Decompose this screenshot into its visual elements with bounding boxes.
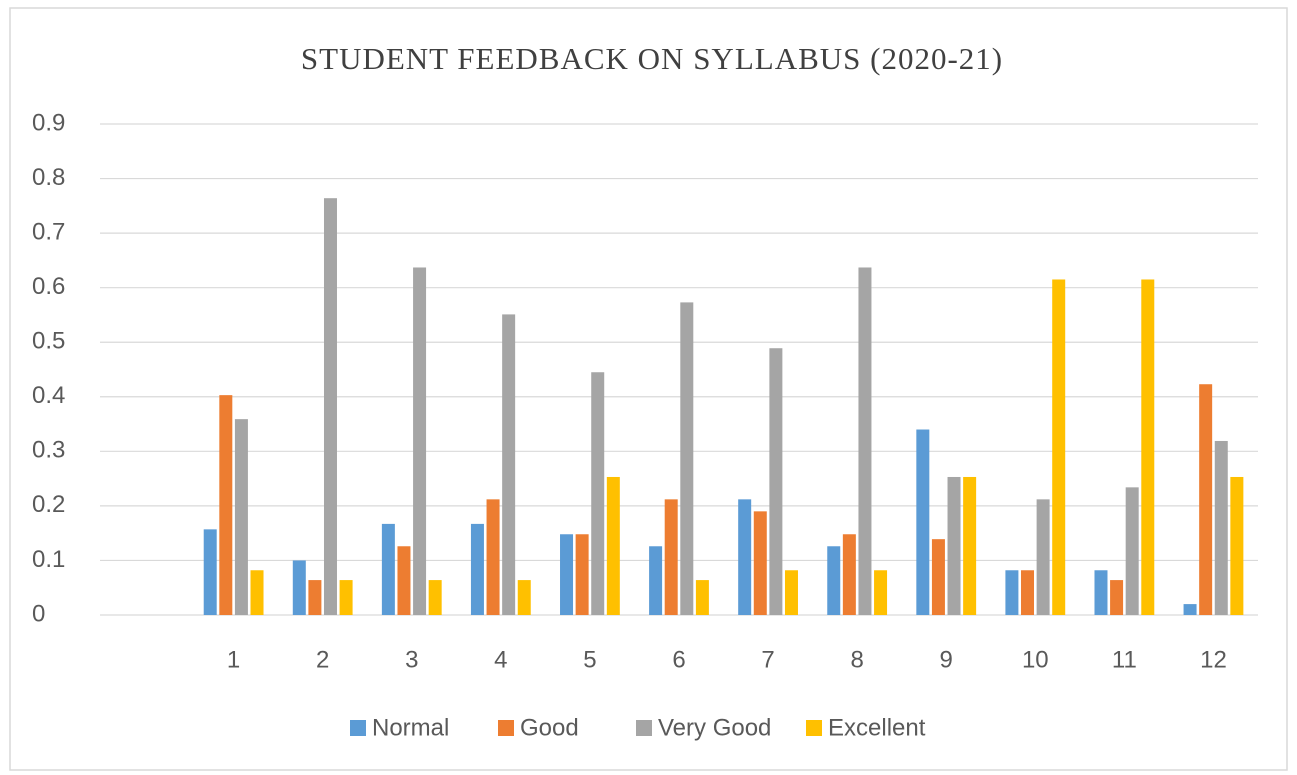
bar [517,580,531,615]
y-tick-label: 0.7 [32,218,65,245]
x-tick-label: 3 [405,646,418,673]
chart-title: STUDENT FEEDBACK ON SYLLABUS (2020-21) [301,41,1003,76]
bar [606,476,620,615]
y-tick-label: 0.2 [32,491,65,518]
bar [486,499,500,615]
bar [203,529,217,615]
bar [963,476,977,615]
bar [575,534,589,615]
bar [1005,570,1019,615]
bar [381,523,395,615]
bar [680,302,694,615]
bar [397,546,411,615]
legend-swatch [636,720,652,736]
x-tick-label: 12 [1200,646,1227,673]
y-tick-label: 0.1 [32,546,65,573]
legend-label: Very Good [658,714,771,741]
x-tick-label: 6 [672,646,685,673]
bar [1141,279,1155,615]
bar [1052,279,1066,615]
x-tick-label: 7 [761,646,774,673]
bar [874,570,888,615]
bar [250,570,264,615]
bar [1036,499,1050,615]
bar [649,546,663,615]
bar [1199,384,1213,615]
bar [1110,580,1124,615]
x-tick-label: 1 [227,646,240,673]
bar [664,499,678,615]
bar [470,523,484,615]
legend-swatch [350,720,366,736]
y-tick-label: 0.5 [32,328,65,355]
x-tick-label: 9 [940,646,953,673]
y-tick-label: 0.6 [32,273,65,300]
legend-swatch [498,720,514,736]
bar [219,395,233,615]
bar [234,419,248,615]
bar [560,534,574,615]
y-tick-label: 0.9 [32,109,65,136]
x-tick-label: 11 [1112,646,1137,673]
bar [428,580,442,615]
bar [784,570,798,615]
legend-label: Normal [372,714,449,741]
bar [502,314,516,615]
bar [916,429,930,615]
bar [323,198,337,615]
bar [947,476,961,615]
bar [1021,570,1035,615]
bar [1214,440,1228,615]
chart-frame [9,7,1288,771]
bar [1230,476,1244,615]
bar [308,580,322,615]
bar [842,534,856,615]
x-tick-label: 8 [850,646,863,673]
bar [292,560,306,615]
bar [695,580,709,615]
legend-label: Excellent [828,714,926,741]
legend-label: Good [520,714,579,741]
bar [1094,570,1108,615]
x-tick-label: 10 [1022,646,1049,673]
legend-swatch [806,720,822,736]
bar [738,499,752,615]
bar [827,546,841,615]
bar [1125,487,1139,615]
bar [858,267,872,615]
bar [339,580,353,615]
bar [769,348,783,615]
bar [753,511,767,615]
bar [1183,604,1197,615]
bar [931,539,945,615]
y-tick-label: 0.3 [32,437,65,464]
x-tick-label: 4 [494,646,507,673]
x-tick-label: 5 [583,646,596,673]
bar [413,267,427,615]
y-tick-label: 0.8 [32,164,65,191]
y-tick-label: 0 [32,600,45,627]
y-tick-label: 0.4 [32,382,65,409]
bar [591,372,605,615]
x-tick-label: 2 [316,646,329,673]
